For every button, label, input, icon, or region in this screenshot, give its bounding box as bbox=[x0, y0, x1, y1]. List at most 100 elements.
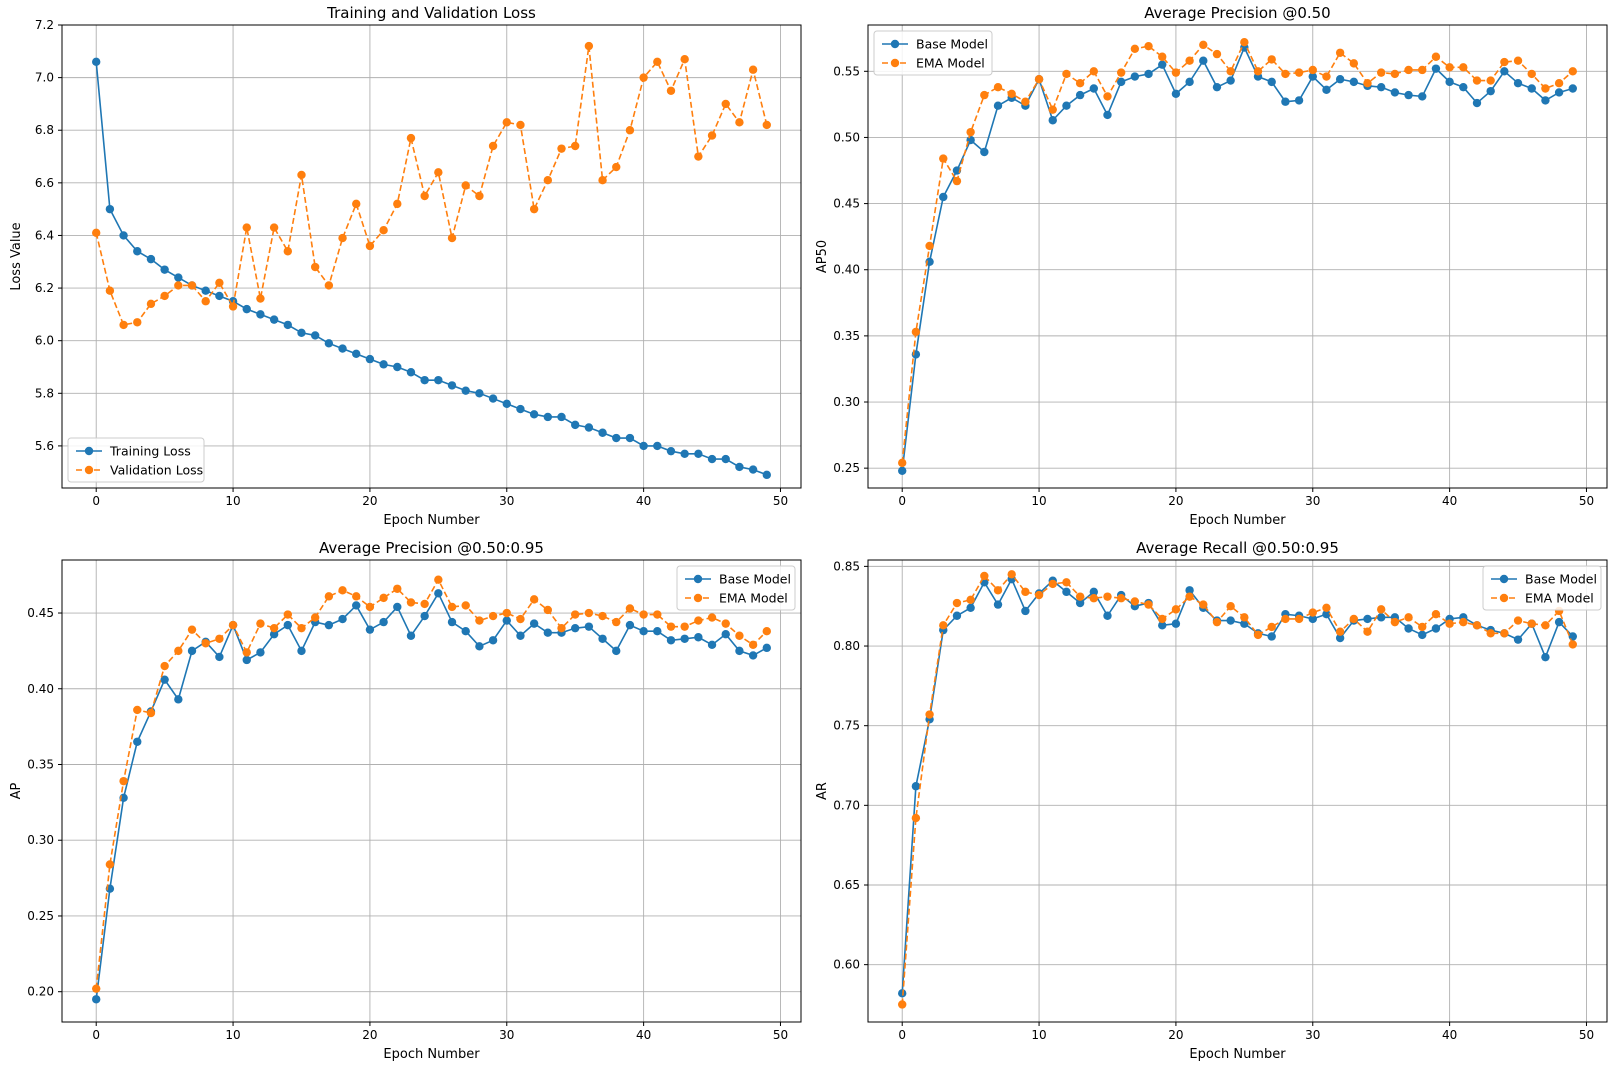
data-point bbox=[92, 984, 101, 993]
data-point bbox=[1171, 619, 1181, 628]
y-axis-label: Loss Value bbox=[9, 222, 24, 290]
y-tick-label: 5.6 bbox=[35, 439, 54, 453]
data-point bbox=[1527, 619, 1536, 628]
y-tick-label: 0.55 bbox=[833, 64, 860, 78]
data-point bbox=[324, 592, 334, 601]
data-point bbox=[1431, 52, 1441, 61]
data-point bbox=[966, 595, 975, 605]
data-point bbox=[570, 141, 580, 151]
data-point bbox=[1240, 619, 1249, 628]
y-tick-label: 0.50 bbox=[833, 130, 860, 144]
legend-box bbox=[1482, 565, 1602, 611]
data-point bbox=[1322, 85, 1331, 95]
data-point bbox=[365, 241, 375, 251]
data-point bbox=[762, 643, 771, 653]
data-point bbox=[925, 241, 934, 251]
series-line-ema-model bbox=[95, 577, 768, 989]
axes-frame bbox=[61, 559, 802, 1023]
legend-label: Base Model bbox=[1525, 572, 1597, 587]
data-point bbox=[365, 625, 375, 634]
data-point bbox=[625, 620, 635, 630]
data-point bbox=[269, 315, 279, 324]
x-tick-label: 30 bbox=[499, 1028, 514, 1042]
data-point bbox=[625, 433, 635, 443]
data-point bbox=[1240, 613, 1249, 622]
y-tick-label: 0.35 bbox=[27, 757, 54, 771]
data-point bbox=[1363, 79, 1372, 88]
data-point bbox=[898, 989, 907, 998]
data-point bbox=[625, 604, 635, 613]
data-point bbox=[653, 57, 662, 67]
series-line-validation-loss bbox=[95, 45, 768, 326]
y-tick-label: 0.70 bbox=[833, 798, 860, 812]
data-point bbox=[1472, 76, 1482, 85]
data-point bbox=[639, 626, 648, 636]
data-point bbox=[1116, 594, 1126, 603]
data-point bbox=[365, 354, 375, 364]
data-point bbox=[338, 344, 347, 353]
data-point bbox=[952, 611, 962, 620]
data-point bbox=[1240, 37, 1249, 47]
data-point bbox=[1062, 69, 1071, 79]
data-point bbox=[1185, 77, 1194, 87]
legend-marker bbox=[84, 465, 94, 475]
x-tick-label: 10 bbox=[1031, 1028, 1046, 1042]
data-point bbox=[1048, 116, 1057, 125]
data-point bbox=[1116, 68, 1126, 77]
data-point bbox=[406, 631, 416, 640]
data-point bbox=[297, 623, 306, 633]
data-point bbox=[92, 228, 101, 238]
data-point bbox=[324, 339, 334, 348]
data-point bbox=[1500, 57, 1509, 67]
data-point bbox=[160, 675, 169, 684]
data-point bbox=[133, 247, 142, 256]
x-tick-label: 10 bbox=[225, 494, 240, 508]
data-point bbox=[707, 454, 717, 464]
data-point bbox=[1116, 77, 1126, 87]
data-point bbox=[639, 610, 648, 619]
data-point bbox=[379, 225, 388, 235]
data-point bbox=[447, 233, 457, 243]
data-point bbox=[352, 199, 361, 209]
data-point bbox=[570, 420, 580, 430]
data-point bbox=[269, 630, 279, 639]
data-point bbox=[187, 646, 197, 656]
data-point bbox=[1335, 633, 1345, 643]
data-point bbox=[92, 57, 101, 67]
data-point bbox=[1376, 68, 1386, 77]
data-point bbox=[406, 598, 416, 607]
data-point bbox=[1089, 67, 1099, 76]
data-point bbox=[160, 265, 169, 274]
data-point bbox=[1294, 68, 1304, 77]
data-point bbox=[993, 101, 1003, 110]
data-point bbox=[1062, 587, 1071, 597]
y-tick-label: 6.4 bbox=[35, 228, 54, 242]
data-point bbox=[379, 360, 388, 369]
data-point bbox=[694, 449, 703, 459]
data-point bbox=[625, 126, 635, 135]
chart-title: Average Precision @0.50:0.95 bbox=[319, 539, 544, 557]
data-point bbox=[1007, 89, 1016, 98]
data-point bbox=[735, 118, 744, 127]
data-point bbox=[939, 192, 948, 202]
x-tick-label: 40 bbox=[1442, 1028, 1457, 1042]
chart-panel-3: 0 10 20 30 40 50 0.20 0.25 0.30 0.35 0.40 0.45 Avera… bbox=[9, 539, 802, 1062]
chart-title: Average Precision @0.50 bbox=[1144, 4, 1330, 22]
data-point bbox=[256, 294, 265, 303]
data-point bbox=[1431, 624, 1441, 633]
data-point bbox=[475, 642, 484, 651]
data-point bbox=[461, 601, 470, 610]
data-point bbox=[1034, 75, 1044, 84]
data-point bbox=[529, 619, 539, 628]
axes-frame bbox=[867, 559, 1608, 1023]
data-point bbox=[639, 441, 648, 451]
data-point bbox=[898, 458, 907, 468]
y-tick-label: 0.75 bbox=[833, 719, 860, 733]
data-point bbox=[133, 318, 142, 327]
data-point bbox=[680, 449, 689, 459]
y-tick-label: 0.65 bbox=[833, 878, 860, 892]
data-point bbox=[653, 610, 662, 619]
data-point bbox=[256, 648, 265, 657]
data-point bbox=[707, 640, 717, 650]
data-point bbox=[1281, 97, 1290, 106]
